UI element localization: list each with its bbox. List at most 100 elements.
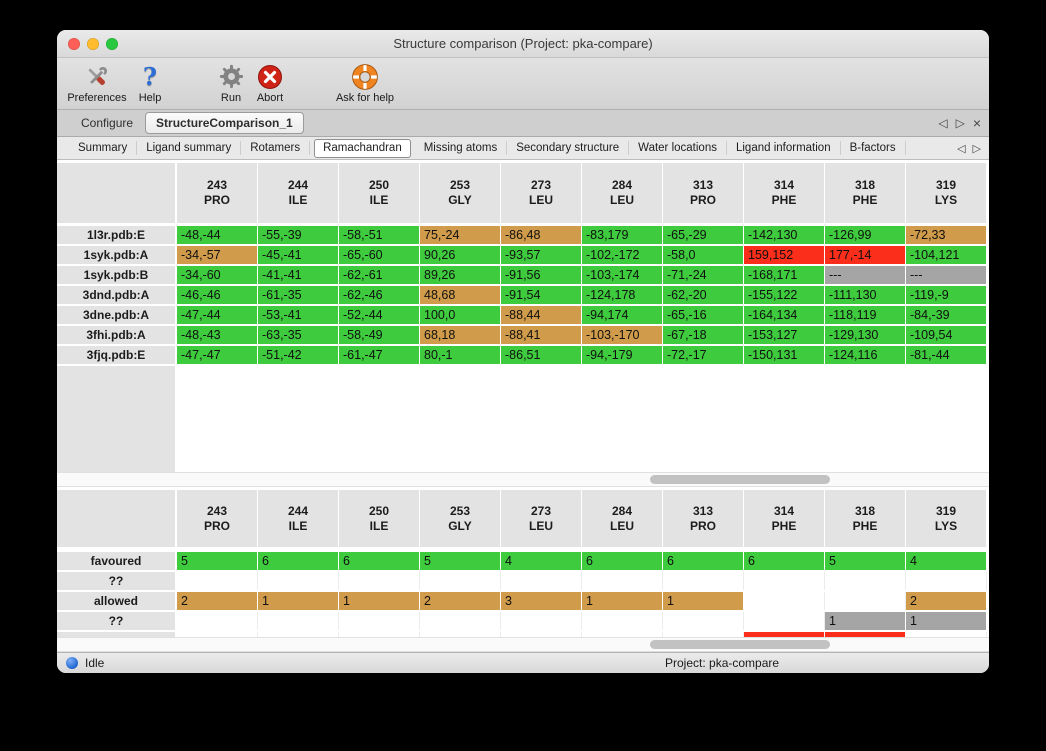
table-cell[interactable]: [420, 632, 501, 637]
tab-close-icon[interactable]: ×: [972, 115, 981, 131]
table-cell[interactable]: -61,-35: [258, 286, 339, 304]
preferences-button[interactable]: Preferences: [61, 61, 133, 104]
table-cell[interactable]: [420, 612, 501, 630]
table-cell[interactable]: -118,119: [825, 306, 906, 324]
horizontal-scrollbar-thumb[interactable]: [650, 640, 830, 649]
table-cell[interactable]: -164,134: [744, 306, 825, 324]
table-cell[interactable]: [501, 612, 582, 630]
table-cell[interactable]: 68,18: [420, 326, 501, 344]
subtab-next-arrow[interactable]: ▷: [972, 142, 981, 155]
table-cell[interactable]: -86,48: [501, 226, 582, 244]
table-cell[interactable]: -61,-47: [339, 346, 420, 364]
table-cell[interactable]: [339, 572, 420, 590]
table-cell[interactable]: ---: [825, 266, 906, 284]
table-cell[interactable]: [258, 612, 339, 630]
table-cell[interactable]: 2: [177, 592, 258, 610]
table-cell[interactable]: -63,-35: [258, 326, 339, 344]
help-button[interactable]: ? Help: [129, 61, 171, 104]
table-cell[interactable]: -155,122: [744, 286, 825, 304]
table-cell[interactable]: -52,-44: [339, 306, 420, 324]
table-cell[interactable]: [663, 572, 744, 590]
tab-next-arrow[interactable]: ▷: [955, 116, 965, 130]
table-cell[interactable]: -34,-60: [177, 266, 258, 284]
table-cell[interactable]: 6: [339, 552, 420, 570]
table-cell[interactable]: -65,-29: [663, 226, 744, 244]
table-cell[interactable]: -41,-41: [258, 266, 339, 284]
table-cell[interactable]: 5: [420, 552, 501, 570]
table-cell[interactable]: 3: [501, 592, 582, 610]
table-cell[interactable]: -103,-174: [582, 266, 663, 284]
table-cell[interactable]: 2: [420, 592, 501, 610]
table-cell[interactable]: -58,-51: [339, 226, 420, 244]
table-cell[interactable]: [501, 572, 582, 590]
table-cell[interactable]: [825, 572, 906, 590]
table-cell[interactable]: 1: [906, 612, 987, 630]
table-cell[interactable]: -91,56: [501, 266, 582, 284]
table-cell[interactable]: 6: [663, 552, 744, 570]
table-cell[interactable]: [177, 632, 258, 637]
table-cell[interactable]: [420, 572, 501, 590]
tab-structurecomparison-1[interactable]: StructureComparison_1: [145, 112, 304, 134]
table-cell[interactable]: 177,-14: [825, 246, 906, 264]
horizontal-scrollbar-top[interactable]: [57, 472, 989, 487]
table-cell[interactable]: 2: [906, 592, 987, 610]
table-cell[interactable]: [177, 572, 258, 590]
table-cell[interactable]: [825, 632, 906, 637]
table-cell[interactable]: 159,152: [744, 246, 825, 264]
subtab-ligand-information[interactable]: Ligand information: [727, 141, 841, 155]
table-cell[interactable]: [582, 572, 663, 590]
table-cell[interactable]: -48,-44: [177, 226, 258, 244]
table-cell[interactable]: 1: [825, 612, 906, 630]
table-cell[interactable]: 90,26: [420, 246, 501, 264]
table-cell[interactable]: 6: [744, 552, 825, 570]
table-cell[interactable]: -126,99: [825, 226, 906, 244]
table-cell[interactable]: -48,-43: [177, 326, 258, 344]
table-cell[interactable]: -45,-41: [258, 246, 339, 264]
table-cell[interactable]: 4: [906, 552, 987, 570]
table-cell[interactable]: 6: [258, 552, 339, 570]
abort-button[interactable]: Abort: [247, 61, 293, 104]
table-cell[interactable]: [339, 632, 420, 637]
table-cell[interactable]: -34,-57: [177, 246, 258, 264]
zoom-window-button[interactable]: [106, 38, 118, 50]
horizontal-scrollbar-bottom[interactable]: [57, 637, 989, 652]
table-cell[interactable]: 1: [582, 592, 663, 610]
table-cell[interactable]: -94,-179: [582, 346, 663, 364]
table-cell[interactable]: [744, 592, 825, 610]
subtab-ligand-summary[interactable]: Ligand summary: [137, 141, 242, 155]
table-cell[interactable]: [258, 632, 339, 637]
table-cell[interactable]: [582, 612, 663, 630]
table-cell[interactable]: -111,130: [825, 286, 906, 304]
table-cell[interactable]: -46,-46: [177, 286, 258, 304]
table-cell[interactable]: [744, 612, 825, 630]
table-cell[interactable]: -51,-42: [258, 346, 339, 364]
table-cell[interactable]: 89,26: [420, 266, 501, 284]
table-cell[interactable]: [258, 572, 339, 590]
close-window-button[interactable]: [68, 38, 80, 50]
table-cell[interactable]: [744, 572, 825, 590]
table-cell[interactable]: -124,178: [582, 286, 663, 304]
table-cell[interactable]: -47,-44: [177, 306, 258, 324]
table-cell[interactable]: -150,131: [744, 346, 825, 364]
table-cell[interactable]: [339, 612, 420, 630]
table-cell[interactable]: -67,-18: [663, 326, 744, 344]
table-cell[interactable]: -129,130: [825, 326, 906, 344]
table-cell[interactable]: 6: [582, 552, 663, 570]
table-cell[interactable]: -102,-172: [582, 246, 663, 264]
table-cell[interactable]: -93,57: [501, 246, 582, 264]
subtab-water-locations[interactable]: Water locations: [629, 141, 727, 155]
table-cell[interactable]: -124,116: [825, 346, 906, 364]
table-cell[interactable]: 5: [825, 552, 906, 570]
table-cell[interactable]: -88,44: [501, 306, 582, 324]
table-cell[interactable]: [744, 632, 825, 637]
subtab-rotamers[interactable]: Rotamers: [241, 141, 311, 155]
table-cell[interactable]: 5: [177, 552, 258, 570]
table-cell[interactable]: -65,-16: [663, 306, 744, 324]
table-cell[interactable]: -62,-20: [663, 286, 744, 304]
table-cell[interactable]: 100,0: [420, 306, 501, 324]
table-cell[interactable]: -104,121: [906, 246, 987, 264]
table-cell[interactable]: -88,41: [501, 326, 582, 344]
tab-configure[interactable]: Configure: [81, 116, 134, 130]
table-cell[interactable]: [663, 632, 744, 637]
table-cell[interactable]: [582, 632, 663, 637]
